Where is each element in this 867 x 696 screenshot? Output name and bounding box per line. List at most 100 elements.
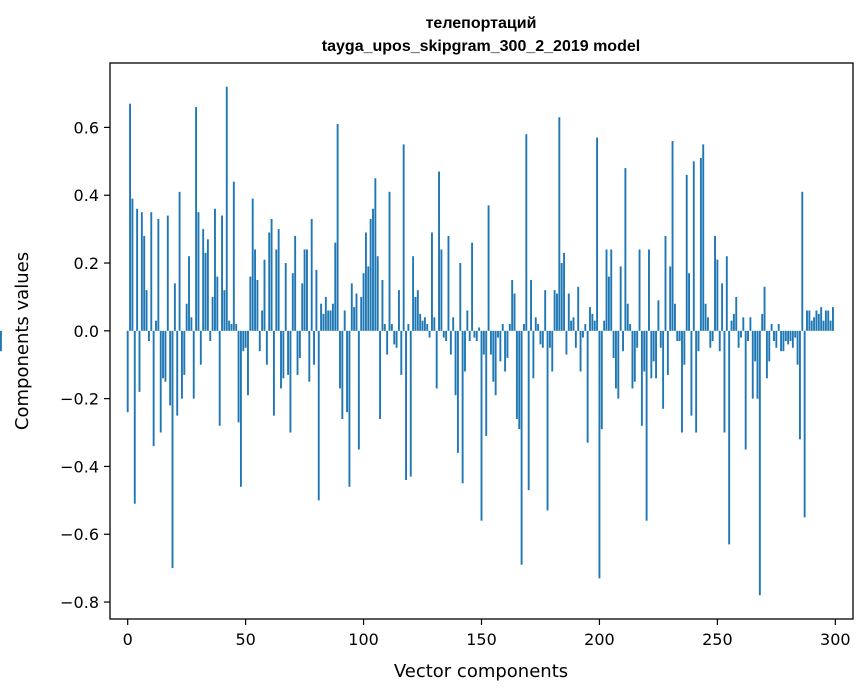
bar — [405, 330, 407, 480]
bar — [598, 330, 601, 579]
bar — [740, 330, 742, 338]
bar — [801, 191, 804, 331]
bar — [714, 235, 716, 331]
bar — [629, 324, 632, 331]
chart-title: телепортаций — [426, 15, 537, 32]
bar — [355, 293, 358, 331]
bar — [610, 249, 613, 331]
bar — [494, 330, 497, 396]
bar — [256, 279, 259, 331]
bar — [447, 235, 450, 331]
y-tick-label: 0.4 — [74, 186, 99, 205]
bar — [775, 330, 778, 348]
bar — [742, 317, 745, 331]
bar — [461, 330, 464, 484]
bar — [204, 252, 207, 331]
bar — [688, 273, 691, 331]
bar — [294, 235, 297, 331]
bar — [763, 286, 766, 331]
bar — [485, 330, 488, 436]
x-tick-label: 250 — [702, 630, 733, 649]
bar — [272, 330, 275, 416]
bar — [690, 330, 693, 416]
bar — [475, 330, 478, 341]
bar — [265, 330, 268, 365]
bar — [308, 330, 311, 382]
bar — [270, 218, 273, 331]
bar — [565, 330, 568, 355]
bar — [310, 218, 313, 331]
bar — [773, 330, 775, 341]
bar — [824, 310, 827, 331]
bar — [574, 330, 577, 348]
bar — [534, 317, 537, 331]
bar — [343, 310, 346, 331]
bar — [159, 330, 162, 433]
plot-frame — [109, 62, 854, 620]
bar — [331, 303, 334, 331]
bar — [600, 330, 603, 430]
bar — [808, 310, 811, 331]
bar — [296, 330, 299, 375]
x-tick-label: 200 — [584, 630, 615, 649]
bar — [0, 330, 2, 352]
bar — [357, 330, 360, 450]
y-tick-label: −0.8 — [60, 593, 99, 612]
bar — [478, 327, 481, 331]
bar — [225, 86, 228, 331]
bar — [473, 330, 476, 338]
bar — [659, 330, 662, 348]
bar — [520, 330, 523, 565]
bar — [605, 249, 608, 331]
bar — [798, 330, 801, 440]
bar — [398, 290, 400, 331]
bar — [563, 252, 565, 331]
bar — [431, 232, 433, 331]
bar — [765, 330, 768, 379]
bar — [749, 317, 752, 331]
bar — [263, 259, 266, 331]
bar — [388, 191, 391, 331]
bar — [145, 290, 148, 331]
bar — [655, 330, 657, 379]
bar — [192, 330, 195, 399]
bar — [504, 330, 507, 372]
bar — [640, 330, 643, 426]
bar — [546, 330, 549, 511]
bar — [518, 330, 521, 430]
bar — [560, 263, 563, 331]
bar — [817, 313, 820, 331]
bar — [631, 330, 634, 389]
bar — [433, 317, 436, 331]
bar — [126, 330, 129, 413]
bar — [303, 249, 306, 331]
bar — [138, 330, 141, 392]
bar — [530, 279, 532, 331]
x-tick-label: 300 — [820, 630, 851, 649]
bar — [209, 330, 212, 341]
bar — [162, 330, 165, 379]
bar — [202, 229, 205, 331]
bar — [428, 330, 431, 338]
bar — [322, 313, 325, 331]
bar — [317, 330, 320, 501]
bar — [558, 117, 561, 331]
bar — [421, 320, 424, 331]
bar — [612, 330, 615, 358]
bar — [324, 296, 327, 331]
bar — [360, 296, 363, 331]
bar — [730, 320, 733, 331]
bar — [681, 330, 683, 433]
bar — [379, 330, 382, 419]
bar — [626, 303, 629, 331]
bar — [275, 249, 278, 331]
bar — [390, 324, 393, 331]
bar — [829, 320, 832, 331]
bar — [381, 279, 384, 331]
bar — [615, 330, 617, 389]
y-tick-label: −0.4 — [60, 457, 99, 476]
bar — [624, 168, 627, 331]
bar — [570, 320, 573, 331]
bar — [423, 317, 426, 331]
